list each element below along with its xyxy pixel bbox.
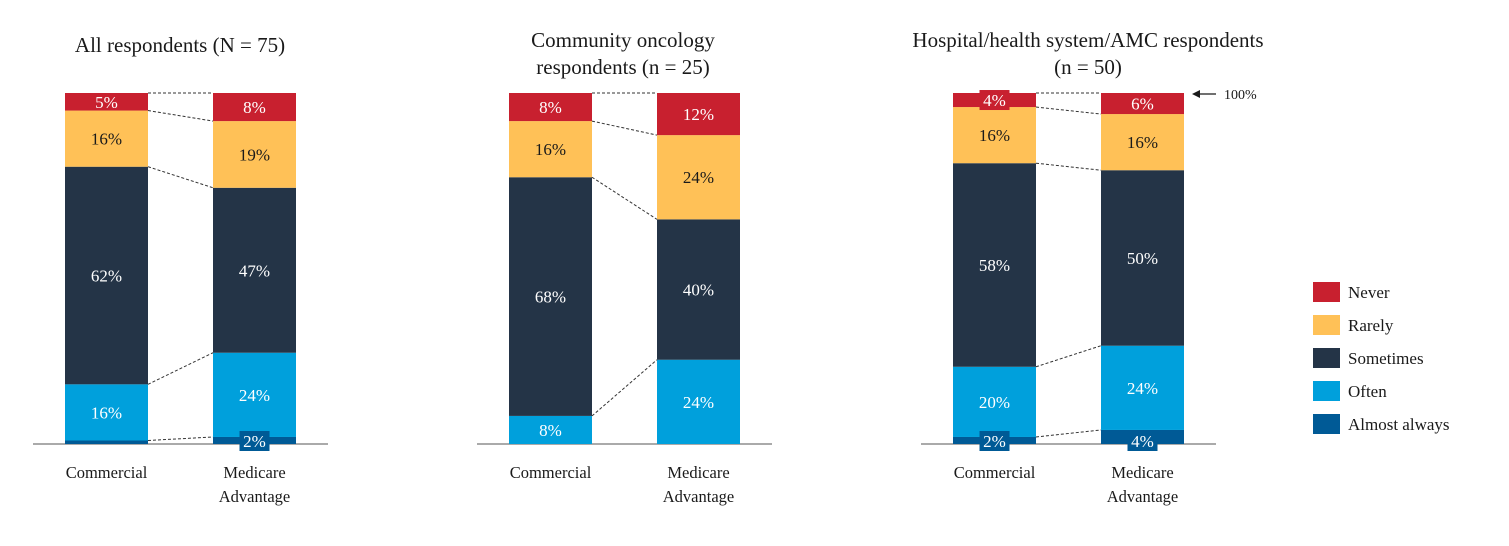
segment-label: 6% [1131, 95, 1154, 114]
legend-label: Rarely [1348, 316, 1394, 335]
connector-line [147, 166, 214, 189]
category-label: Advantage [219, 487, 290, 506]
bar-segment-often [953, 366, 1036, 437]
segment-label: 20% [979, 393, 1010, 412]
label-box-never [979, 90, 1010, 111]
label-box-almost-always [239, 431, 270, 451]
segment-label: 16% [979, 126, 1010, 145]
bar-segment-never [1101, 93, 1184, 115]
bar-segment-rarely [1101, 114, 1184, 171]
connector-line [1035, 345, 1102, 368]
category-label: Medicare [223, 463, 285, 482]
legend-label: Sometimes [1348, 349, 1424, 368]
connector-line [591, 359, 658, 417]
segment-label: 24% [683, 168, 714, 187]
category-label: Advantage [1107, 487, 1178, 506]
bar-segment-almost-always [65, 440, 148, 444]
category-label: Medicare [667, 463, 729, 482]
segment-label: 68% [535, 288, 566, 307]
legend-swatch-never [1313, 282, 1340, 302]
connector-line [147, 436, 214, 441]
connector-line [1035, 429, 1102, 438]
segment-label: 24% [683, 393, 714, 412]
legend-swatch-sometimes [1313, 348, 1340, 368]
panel-title: Hospital/health system/AMC respondents [912, 28, 1263, 52]
bar-segment-sometimes [65, 166, 148, 385]
segment-label: 4% [983, 91, 1006, 110]
segment-label: 40% [683, 281, 714, 300]
label-box-almost-always [1127, 431, 1158, 451]
bar-segment-rarely [657, 135, 740, 220]
connector-line [1035, 162, 1102, 171]
segment-label: 58% [979, 256, 1010, 275]
segment-label: 50% [1127, 249, 1158, 268]
annotation-arrow-head [1192, 90, 1200, 98]
bar-segment-rarely [65, 110, 148, 167]
bar-segment-rarely [953, 107, 1036, 164]
bar-segment-often [1101, 345, 1184, 430]
category-label: Advantage [663, 487, 734, 506]
connector-line [591, 176, 658, 220]
segment-label: 16% [1127, 133, 1158, 152]
segment-label: 5% [95, 93, 118, 112]
panel-2: Community oncology respondents (n = 25) 8%… [477, 28, 772, 506]
bar-segment-never [509, 93, 592, 122]
bar-segment-never [65, 93, 148, 111]
segment-label: 4% [1131, 432, 1154, 451]
legend-label: Often [1348, 382, 1387, 401]
bar-segment-rarely [509, 121, 592, 178]
segment-label: 24% [239, 386, 270, 405]
segment-label: 12% [683, 105, 714, 124]
segment-label: 16% [91, 403, 122, 422]
legend: Never Rarely Sometimes Often Almost always [1313, 282, 1450, 434]
legend-swatch-often [1313, 381, 1340, 401]
category-label: Medicare [1111, 463, 1173, 482]
segment-label: 16% [535, 140, 566, 159]
panel-title: Community oncology [531, 28, 715, 52]
annotation-label: 100% [1224, 88, 1257, 103]
bar-segment-often [509, 415, 592, 444]
category-label: Commercial [66, 463, 148, 482]
category-label: Commercial [510, 463, 592, 482]
legend-label: Never [1348, 283, 1390, 302]
panel-title: (n = 50) [1054, 55, 1122, 79]
segment-label: 8% [243, 98, 266, 117]
connector-line [1035, 106, 1102, 115]
bar-segment-often [65, 384, 148, 441]
bar-segment-rarely [213, 121, 296, 188]
category-label: Commercial [954, 463, 1036, 482]
legend-swatch-rarely [1313, 315, 1340, 335]
connector-line [147, 110, 214, 122]
bar-segment-sometimes [509, 177, 592, 416]
segment-label: 19% [239, 145, 270, 164]
connector-line [591, 120, 658, 136]
connector-line [147, 352, 214, 385]
segment-label: 8% [539, 421, 562, 440]
segment-label: 24% [1127, 379, 1158, 398]
bar-segment-often [213, 352, 296, 437]
bar-segment-never [213, 93, 296, 122]
segment-label: 2% [983, 432, 1006, 451]
bar-segment-sometimes [657, 219, 740, 360]
segment-label: 8% [539, 98, 562, 117]
panel-title: respondents (n = 25) [536, 55, 709, 79]
panel-1: All respondents (N = 75) 16% 62% 16% 5% Comme… [33, 33, 328, 506]
segment-label: 62% [91, 267, 122, 286]
legend-label: Almost always [1348, 415, 1450, 434]
bar-segment-never [657, 93, 740, 136]
label-box-almost-always [979, 431, 1010, 451]
bar-segment-sometimes [953, 163, 1036, 367]
segment-label: 47% [239, 261, 270, 280]
top-annotation: 100% [1192, 88, 1257, 103]
segment-label: 2% [243, 432, 266, 451]
bar-segment-often [657, 359, 740, 444]
segment-label: 16% [91, 130, 122, 149]
bar-segment-sometimes [1101, 170, 1184, 346]
legend-swatch-almost-always [1313, 414, 1340, 434]
panel-title: All respondents (N = 75) [75, 33, 285, 57]
panel-3: Hospital/health system/AMC respondents (n… [912, 28, 1263, 506]
bar-segment-sometimes [213, 187, 296, 353]
